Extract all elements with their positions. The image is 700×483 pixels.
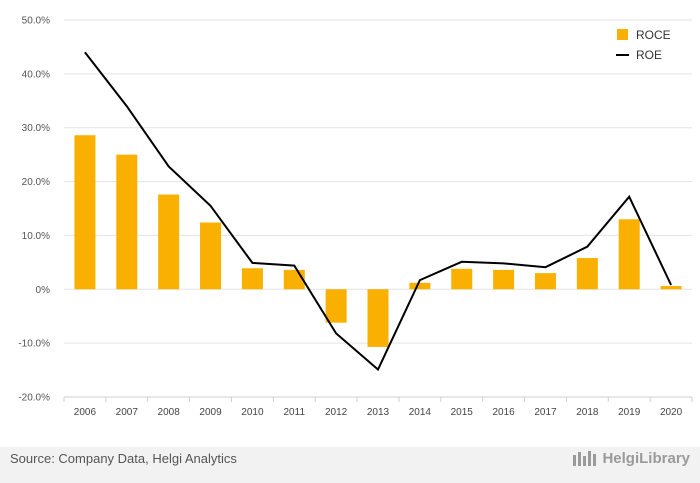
x-tick-label: 2013 xyxy=(367,407,390,418)
y-tick-label: 30.0% xyxy=(22,123,50,134)
brand-logo: HelgiLibrary xyxy=(572,449,690,467)
x-tick-label: 2012 xyxy=(325,407,348,418)
x-tick-label: 2015 xyxy=(451,407,474,418)
x-tick-label: 2009 xyxy=(199,407,222,418)
x-tick-label: 2020 xyxy=(660,407,683,418)
library-icon xyxy=(573,451,597,466)
roce-bar xyxy=(116,154,138,290)
roce-bar xyxy=(451,268,473,290)
brand-name: HelgiLibrary xyxy=(602,449,690,467)
source-note: Source: Company Data, Helgi Analytics xyxy=(10,451,237,466)
x-tick-label: 2019 xyxy=(618,407,641,418)
roce-bar xyxy=(241,268,263,290)
y-tick-label: -20.0% xyxy=(18,393,50,404)
x-tick-label: 2011 xyxy=(284,407,306,418)
roce-bar xyxy=(283,269,305,290)
roe-line-group xyxy=(84,51,673,372)
roce-bar xyxy=(576,258,598,290)
roce-bar xyxy=(618,219,640,290)
x-tick-label: 2006 xyxy=(74,407,97,418)
legend-roce-swatch xyxy=(617,29,628,40)
roce-bar xyxy=(325,289,347,323)
roce-bar xyxy=(367,289,389,347)
roce-bars xyxy=(74,135,682,347)
x-tick-label: 2007 xyxy=(116,407,139,418)
x-tick-label: 2010 xyxy=(241,407,264,418)
roce-bar xyxy=(660,286,682,290)
y-tick-label: 0% xyxy=(36,285,51,296)
x-tick-label: 2018 xyxy=(576,407,599,418)
x-axis-ticks: 2006 2007 2008 2009 2010 2011 2012 2013 2014 2015… xyxy=(74,407,683,418)
y-tick-label: 10.0% xyxy=(22,231,50,242)
roe-line xyxy=(84,51,673,372)
x-tick-label: 2016 xyxy=(492,407,515,418)
roce-bar xyxy=(493,269,515,290)
footer: Source: Company Data, Helgi Analytics He… xyxy=(0,447,700,483)
roce-bar xyxy=(409,282,431,290)
roce-bar xyxy=(534,273,556,290)
roce-bar xyxy=(74,135,96,290)
roce-bar xyxy=(200,222,222,290)
x-tick-label: 2017 xyxy=(534,407,557,418)
legend-roe-label: ROE xyxy=(636,48,662,62)
legend: ROCE ROE xyxy=(616,28,671,62)
y-tick-label: 40.0% xyxy=(22,69,50,80)
x-tick-label: 2014 xyxy=(409,407,432,418)
y-axis-ticks: -20.0% -10.0% 0% 10.0% 20.0% 30.0% 40.0% 50.0% xyxy=(18,16,50,404)
y-tick-label: 20.0% xyxy=(22,177,50,188)
roce-bar xyxy=(158,194,180,290)
x-tick-label: 2008 xyxy=(158,407,181,418)
chart: -20.0%-10.0%0%10.0%20.0%30.0%40.0%50.0% … xyxy=(18,16,693,418)
y-tick-label: -10.0% xyxy=(18,339,50,350)
legend-roce-label: ROCE xyxy=(636,28,671,42)
y-tick-label: 50.0% xyxy=(22,16,50,27)
